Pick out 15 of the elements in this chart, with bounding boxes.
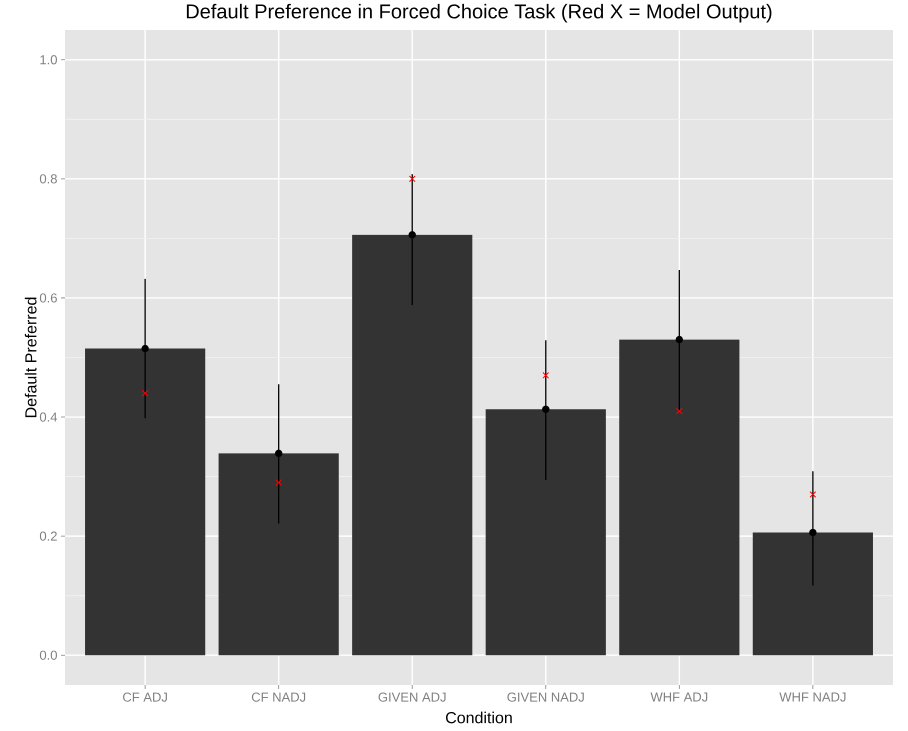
y-tick-label: 0.6 <box>40 293 57 303</box>
chart-title: Default Preference in Forced Choice Task (Red X = Model Output) <box>186 4 772 22</box>
x-tick-label: GIVEN NADJ <box>507 692 584 702</box>
y-tick-label: 0.2 <box>40 532 57 541</box>
y-tick-label: 0.4 <box>40 412 58 422</box>
x-axis-title: Condition <box>446 712 512 724</box>
x-tick-label: CF ADJ <box>123 692 167 702</box>
y-tick-label: 0.0 <box>40 650 57 660</box>
y-tick-label: 0.8 <box>40 174 57 184</box>
x-tick-label: WHF NADJ <box>779 692 846 702</box>
x-tick-label: CF NADJ <box>252 692 306 702</box>
y-tick-label: 1.0 <box>40 55 57 64</box>
x-tick-label: GIVEN ADJ <box>378 692 446 702</box>
x-tick-label: WHF ADJ <box>650 692 708 702</box>
y-axis-title: Default Preferred <box>24 298 37 418</box>
